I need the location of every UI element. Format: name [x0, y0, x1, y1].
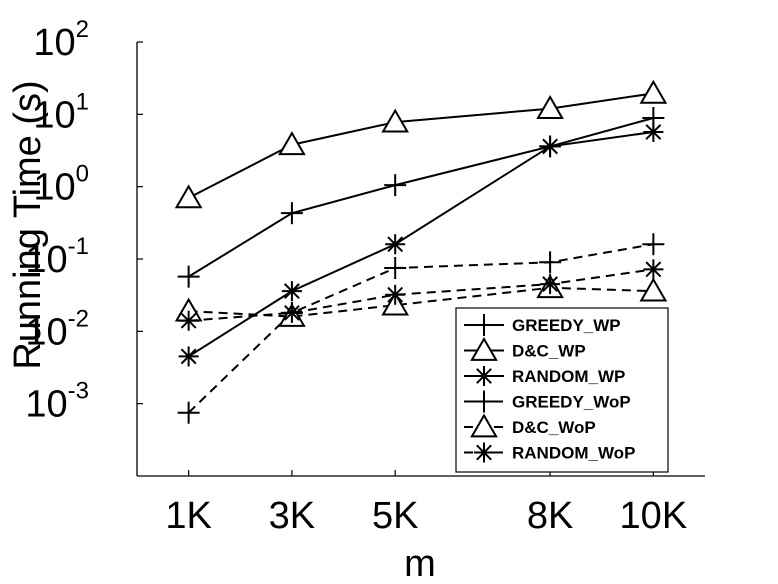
data-point-dandc-wp [381, 108, 410, 133]
y-axis-title: Running Time (s) [7, 80, 49, 369]
data-point-random-wp [643, 121, 664, 142]
y-tick-label: 10-2 [25, 305, 89, 353]
x-tick-label: 8K [527, 495, 573, 537]
data-point-random-wp [281, 281, 302, 302]
series-greedy-wp [177, 106, 665, 288]
legend: GREEDY_WP D&C_WP RANDOM_WP GREEDY_WoP D&C_Wo… [455, 307, 669, 473]
legend-marker-random-wp [474, 366, 494, 386]
data-point-random-wop [643, 259, 664, 280]
data-point-dandc-wop [639, 277, 668, 302]
series-dandc-wp [174, 79, 668, 209]
x-axis-title: m [404, 543, 436, 584]
series-line-random-wop [188, 268, 654, 322]
x-tick-label: 10K [620, 495, 688, 537]
legend-marker-greedy-wop [473, 390, 495, 413]
data-point-dandc-wp [278, 131, 306, 156]
data-point-dandc-wp [536, 95, 564, 119]
legend-marker-random-wop [474, 442, 494, 463]
legend-box [455, 307, 669, 473]
legend-label-random-wop: RANDOM_WoP [512, 444, 635, 463]
legend-label-greedy-wp: GREEDY_WP [512, 316, 621, 335]
series-line-dandc-wp [188, 92, 654, 199]
legend-marker-dandc-wp [470, 336, 498, 361]
data-point-greedy-wop [642, 233, 665, 256]
data-point-greedy-wp [280, 202, 303, 225]
x-tick-label: 1K [165, 495, 211, 537]
data-point-dandc-wp [639, 79, 668, 104]
series-line-dandc-wop [188, 286, 654, 318]
data-point-random-wp [385, 234, 406, 255]
data-point-greedy-wp [384, 174, 407, 197]
data-point-greedy-wop [384, 257, 407, 280]
data-point-random-wp [178, 346, 199, 367]
y-tick-label: 100 [33, 161, 89, 209]
legend-marker-dandc-wop [470, 413, 498, 438]
data-point-greedy-wp [177, 265, 200, 288]
x-tick-label: 3K [269, 495, 315, 537]
data-point-random-wop [281, 302, 302, 323]
x-tick-label: 5K [372, 495, 418, 537]
legend-label-dandc-wp: D&C_WP [512, 342, 586, 361]
legend-label-random-wp: RANDOM_WP [512, 367, 625, 386]
series-layer [174, 79, 668, 424]
data-point-random-wp [540, 136, 561, 157]
data-point-greedy-wop [177, 401, 200, 424]
data-point-random-wop [385, 284, 406, 305]
legend-marker-greedy-wp [473, 314, 495, 336]
data-point-dandc-wp [174, 184, 203, 209]
data-point-random-wop [178, 310, 199, 331]
y-tick-label: 10-1 [25, 233, 89, 281]
legend-label-greedy-wop: GREEDY_WoP [512, 393, 631, 412]
series-random-wp [178, 121, 664, 367]
y-tick-label: 102 [33, 16, 89, 64]
series-random-wop [178, 259, 664, 331]
data-point-random-wop [540, 274, 561, 295]
axes: 1K 3K 5K 8K 10K 102 101 100 10-1 10-2 10-3 [25, 16, 705, 537]
y-tick-label: 101 [33, 88, 89, 136]
y-tick-label: 10-3 [25, 378, 89, 426]
data-point-greedy-wop [539, 251, 562, 274]
legend-label-dandc-wop: D&C_WoP [512, 418, 596, 437]
